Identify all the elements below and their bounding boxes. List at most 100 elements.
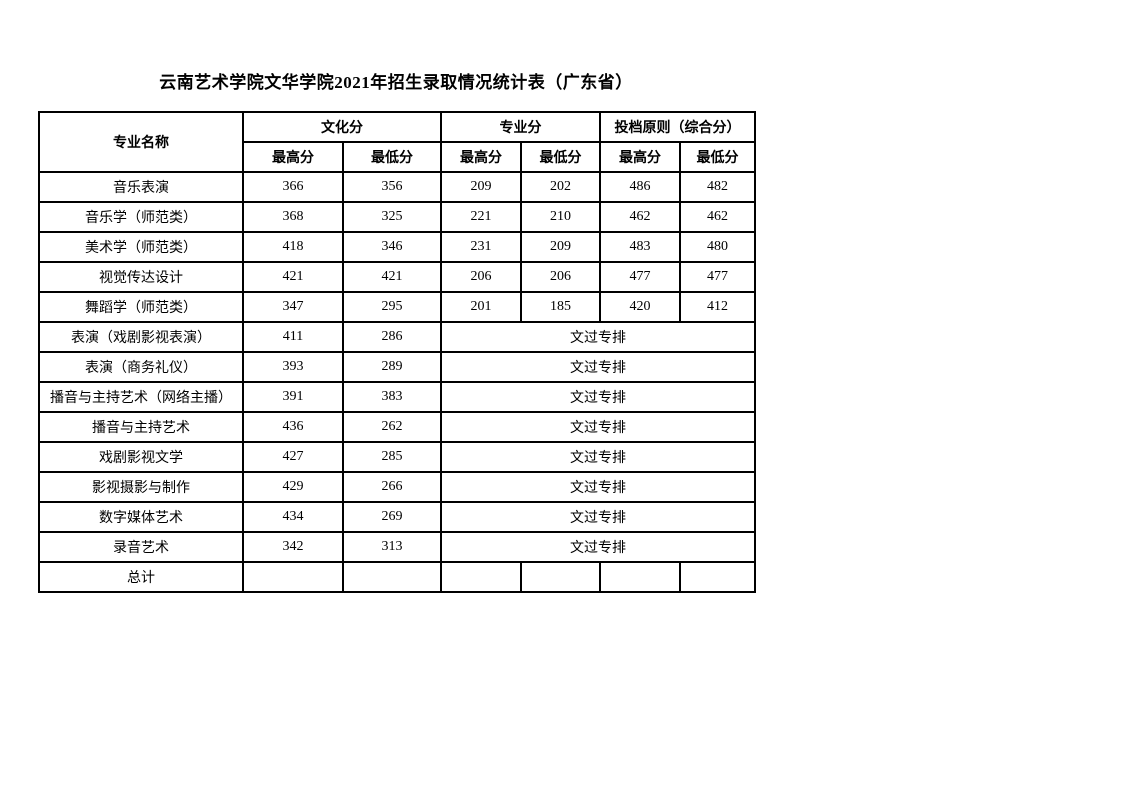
merged-note-cell: 文过专排	[440, 411, 756, 443]
major-name-cell: 戏剧影视文学	[38, 441, 244, 473]
score-cell: 366	[242, 171, 344, 203]
score-cell: 210	[520, 201, 601, 233]
table-row: 戏剧影视文学 427 285 文过专排	[38, 441, 756, 473]
major-name-cell: 音乐学（师范类）	[38, 201, 244, 233]
score-cell: 325	[342, 201, 442, 233]
major-name-cell: 音乐表演	[38, 171, 244, 203]
major-name-cell: 播音与主持艺术（网络主播）	[38, 381, 244, 413]
major-name-cell: 视觉传达设计	[38, 261, 244, 293]
table-row: 播音与主持艺术 436 262 文过专排	[38, 411, 756, 443]
score-cell: 201	[440, 291, 522, 323]
score-cell: 209	[520, 231, 601, 263]
merged-note-cell: 文过专排	[440, 381, 756, 413]
header-principle-max: 最高分	[599, 141, 681, 173]
major-name-cell: 美术学（师范类）	[38, 231, 244, 263]
header-specialty-min: 最低分	[520, 141, 601, 173]
score-cell: 342	[242, 531, 344, 563]
score-cell: 393	[242, 351, 344, 383]
header-culture-min: 最低分	[342, 141, 442, 173]
merged-note-cell: 文过专排	[440, 471, 756, 503]
table-row: 美术学（师范类） 418 346 231 209 483 480	[38, 231, 756, 263]
major-name-cell: 播音与主持艺术	[38, 411, 244, 443]
score-cell: 206	[440, 261, 522, 293]
major-name-cell: 舞蹈学（师范类）	[38, 291, 244, 323]
table-row: 表演（戏剧影视表演） 411 286 文过专排	[38, 321, 756, 353]
score-cell: 285	[342, 441, 442, 473]
table-row: 音乐学（师范类） 368 325 221 210 462 462	[38, 201, 756, 233]
major-name-cell: 表演（戏剧影视表演）	[38, 321, 244, 353]
table-row: 舞蹈学（师范类） 347 295 201 185 420 412	[38, 291, 756, 323]
score-cell	[440, 561, 522, 593]
header-specialty-max: 最高分	[440, 141, 522, 173]
table-header: 专业名称 文化分 专业分 投档原则（综合分） 最高分 最低分 最高分 最低分 最…	[38, 111, 756, 173]
score-cell: 206	[520, 261, 601, 293]
score-cell: 295	[342, 291, 442, 323]
merged-note-cell: 文过专排	[440, 531, 756, 563]
table-row: 数字媒体艺术 434 269 文过专排	[38, 501, 756, 533]
merged-note-cell: 文过专排	[440, 441, 756, 473]
score-cell: 262	[342, 411, 442, 443]
score-cell: 411	[242, 321, 344, 353]
header-principle-min: 最低分	[679, 141, 756, 173]
header-major-name: 专业名称	[38, 111, 244, 173]
score-cell: 412	[679, 291, 756, 323]
score-cell: 383	[342, 381, 442, 413]
score-cell: 486	[599, 171, 681, 203]
merged-note-cell: 文过专排	[440, 351, 756, 383]
table-row: 视觉传达设计 421 421 206 206 477 477	[38, 261, 756, 293]
score-cell: 346	[342, 231, 442, 263]
score-cell	[679, 561, 756, 593]
score-cell: 185	[520, 291, 601, 323]
admission-stats-table: 专业名称 文化分 专业分 投档原则（综合分） 最高分 最低分 最高分 最低分 最…	[38, 111, 756, 593]
header-row-subcolumns: 最高分 最低分 最高分 最低分 最高分 最低分	[39, 141, 756, 173]
major-name-cell: 数字媒体艺术	[38, 501, 244, 533]
score-cell: 477	[679, 261, 756, 293]
header-group-admission-principle: 投档原则（综合分）	[599, 111, 756, 143]
score-cell: 266	[342, 471, 442, 503]
score-cell: 313	[342, 531, 442, 563]
score-cell: 429	[242, 471, 344, 503]
score-cell: 420	[599, 291, 681, 323]
major-name-cell: 影视摄影与制作	[38, 471, 244, 503]
table-row: 录音艺术 342 313 文过专排	[38, 531, 756, 563]
header-culture-max: 最高分	[242, 141, 344, 173]
major-name-cell: 总计	[38, 561, 244, 593]
table-row: 表演（商务礼仪） 393 289 文过专排	[38, 351, 756, 383]
score-cell: 368	[242, 201, 344, 233]
score-cell: 391	[242, 381, 344, 413]
score-cell: 462	[679, 201, 756, 233]
score-cell: 289	[342, 351, 442, 383]
score-cell	[599, 561, 681, 593]
score-cell: 421	[242, 261, 344, 293]
table-row: 播音与主持艺术（网络主播） 391 383 文过专排	[38, 381, 756, 413]
score-cell: 483	[599, 231, 681, 263]
score-cell	[520, 561, 601, 593]
table-body: 音乐表演 366 356 209 202 486 482 音乐学（师范类） 368 325 221 2…	[38, 171, 756, 593]
score-cell: 356	[342, 171, 442, 203]
score-cell: 221	[440, 201, 522, 233]
major-name-cell: 表演（商务礼仪）	[38, 351, 244, 383]
score-cell: 436	[242, 411, 344, 443]
table-row: 影视摄影与制作 429 266 文过专排	[38, 471, 756, 503]
score-cell: 418	[242, 231, 344, 263]
score-cell	[342, 561, 442, 593]
header-group-specialty-score: 专业分	[440, 111, 601, 143]
major-name-cell: 录音艺术	[38, 531, 244, 563]
score-cell: 231	[440, 231, 522, 263]
score-cell: 421	[342, 261, 442, 293]
table-row: 总计	[38, 561, 756, 593]
score-cell: 477	[599, 261, 681, 293]
score-cell: 480	[679, 231, 756, 263]
score-cell: 202	[520, 171, 601, 203]
score-cell: 286	[342, 321, 442, 353]
score-cell: 434	[242, 501, 344, 533]
score-cell	[242, 561, 344, 593]
score-cell: 209	[440, 171, 522, 203]
score-cell: 482	[679, 171, 756, 203]
score-cell: 269	[342, 501, 442, 533]
score-cell: 347	[242, 291, 344, 323]
header-group-culture-score: 文化分	[242, 111, 442, 143]
table-row: 音乐表演 366 356 209 202 486 482	[38, 171, 756, 203]
page-title: 云南艺术学院文华学院2021年招生录取情况统计表（广东省）	[159, 73, 633, 92]
score-cell: 462	[599, 201, 681, 233]
